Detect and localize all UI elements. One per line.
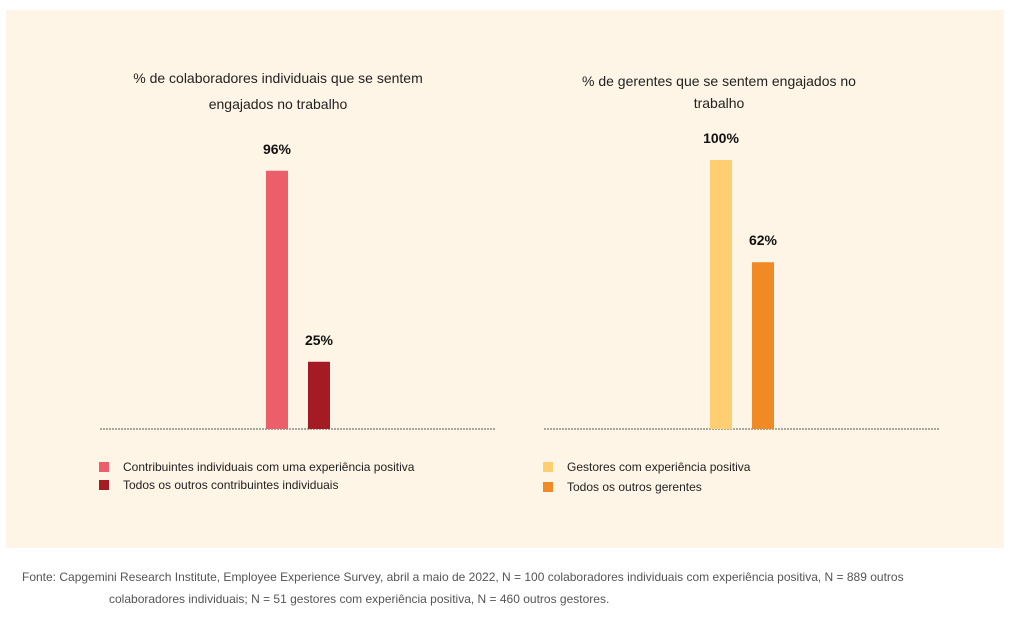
- chart-title-managers: % de gerentes que se sentem engajados no…: [544, 70, 894, 114]
- bar-chart-individuals: 96% 25%: [100, 141, 496, 430]
- bar-other-managers: [752, 262, 774, 429]
- source-line-2: colaboradores individuais; N = 51 gestor…: [109, 592, 610, 606]
- bar-positive-individuals: [266, 170, 288, 429]
- bar-value-label: 96%: [263, 141, 292, 157]
- chart-title-line: % de gerentes que se sentem engajados no: [582, 73, 856, 89]
- chart-title-line: % de colaboradores individuais que se se…: [133, 70, 423, 86]
- chart-title-individuals: % de colaboradores individuais que se se…: [100, 65, 456, 117]
- legend-label: Gestores com experiência positiva: [567, 460, 751, 474]
- chart-title-line: trabalho: [693, 95, 745, 111]
- bar-other-individuals: [308, 361, 330, 429]
- bar-chart-managers: 100% 62%: [544, 130, 940, 430]
- legend-label: Todos os outros contribuintes individuai…: [123, 478, 339, 492]
- legend-individuals: Contribuintes individuais com uma experi…: [99, 457, 414, 495]
- legend-item: Todos os outros gerentes: [543, 477, 750, 497]
- bar-value-label: 25%: [305, 332, 334, 348]
- legend-item: Gestores com experiência positiva: [543, 457, 750, 477]
- legend-swatch: [543, 462, 553, 472]
- source-line-1: Fonte: Capgemini Research Institute, Emp…: [22, 570, 904, 584]
- bar-value-label: 100%: [703, 130, 739, 146]
- legend-item: Todos os outros contribuintes individuai…: [99, 475, 414, 495]
- legend-label: Contribuintes individuais com uma experi…: [123, 460, 415, 474]
- chart-title-line: engajados no trabalho: [208, 96, 348, 112]
- source-note: Fonte: Capgemini Research Institute, Emp…: [22, 566, 982, 610]
- legend-swatch: [543, 482, 553, 492]
- legend-swatch: [99, 462, 109, 472]
- legend-swatch: [99, 480, 109, 490]
- legend-managers: Gestores com experiência positiva Todos …: [543, 457, 750, 497]
- chart-panel: [6, 10, 1004, 548]
- legend-label: Todos os outros gerentes: [567, 480, 702, 494]
- bar-positive-managers: [710, 160, 732, 429]
- bar-value-label: 62%: [749, 232, 778, 248]
- legend-item: Contribuintes individuais com uma experi…: [99, 457, 414, 477]
